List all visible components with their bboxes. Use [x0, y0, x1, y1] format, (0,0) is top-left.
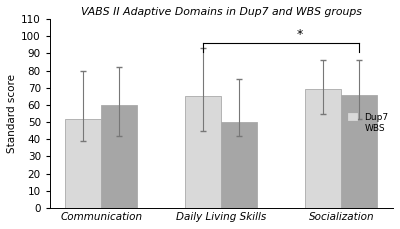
Bar — [342, 95, 378, 208]
Bar — [102, 105, 138, 208]
Bar — [186, 96, 222, 208]
Legend: Dup7, WBS: Dup7, WBS — [348, 113, 388, 133]
Text: *: * — [297, 28, 303, 41]
Y-axis label: Standard score: Standard score — [7, 74, 17, 153]
Bar — [306, 90, 342, 208]
Bar — [66, 119, 102, 208]
Bar — [222, 122, 258, 208]
Title: VABS II Adaptive Domains in Dup7 and WBS groups: VABS II Adaptive Domains in Dup7 and WBS… — [81, 7, 362, 17]
